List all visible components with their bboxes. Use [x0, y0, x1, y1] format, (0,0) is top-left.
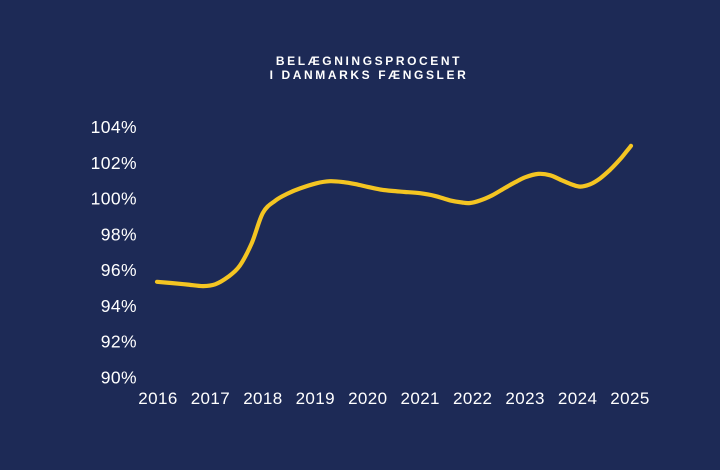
x-axis-tick-label: 2023 — [505, 389, 544, 408]
x-axis-tick-label: 2018 — [243, 389, 282, 408]
chart-title-line1: BELÆGNINGSPROCENT — [275, 54, 463, 68]
y-axis-tick-label: 94% — [101, 296, 137, 316]
y-axis-tick-label: 90% — [101, 368, 137, 388]
y-axis-tick-label: 98% — [101, 224, 137, 244]
x-axis-tick-label: 2020 — [348, 389, 387, 408]
x-axis-tick-label: 2019 — [296, 389, 335, 408]
chart-title: BELÆGNINGSPROCENT I DANMARKS FÆNGSLER — [9, 54, 720, 82]
y-axis-tick-label: 100% — [91, 189, 137, 209]
x-axis-tick-label: 2022 — [453, 389, 492, 408]
chart-title-line2: I DANMARKS FÆNGSLER — [269, 68, 469, 82]
x-axis-tick-label: 2025 — [610, 389, 649, 408]
x-axis-tick-label: 2016 — [138, 389, 177, 408]
y-axis-tick-label: 102% — [91, 153, 137, 173]
y-axis-tick-label: 92% — [101, 332, 137, 352]
y-axis-tick-label: 104% — [91, 117, 137, 137]
occupancy-line-series — [154, 143, 634, 289]
x-axis-tick-label: 2021 — [400, 389, 439, 408]
y-axis-tick-label: 96% — [101, 260, 137, 280]
x-axis-tick-label: 2024 — [558, 389, 597, 408]
x-axis-tick-label: 2017 — [191, 389, 230, 408]
